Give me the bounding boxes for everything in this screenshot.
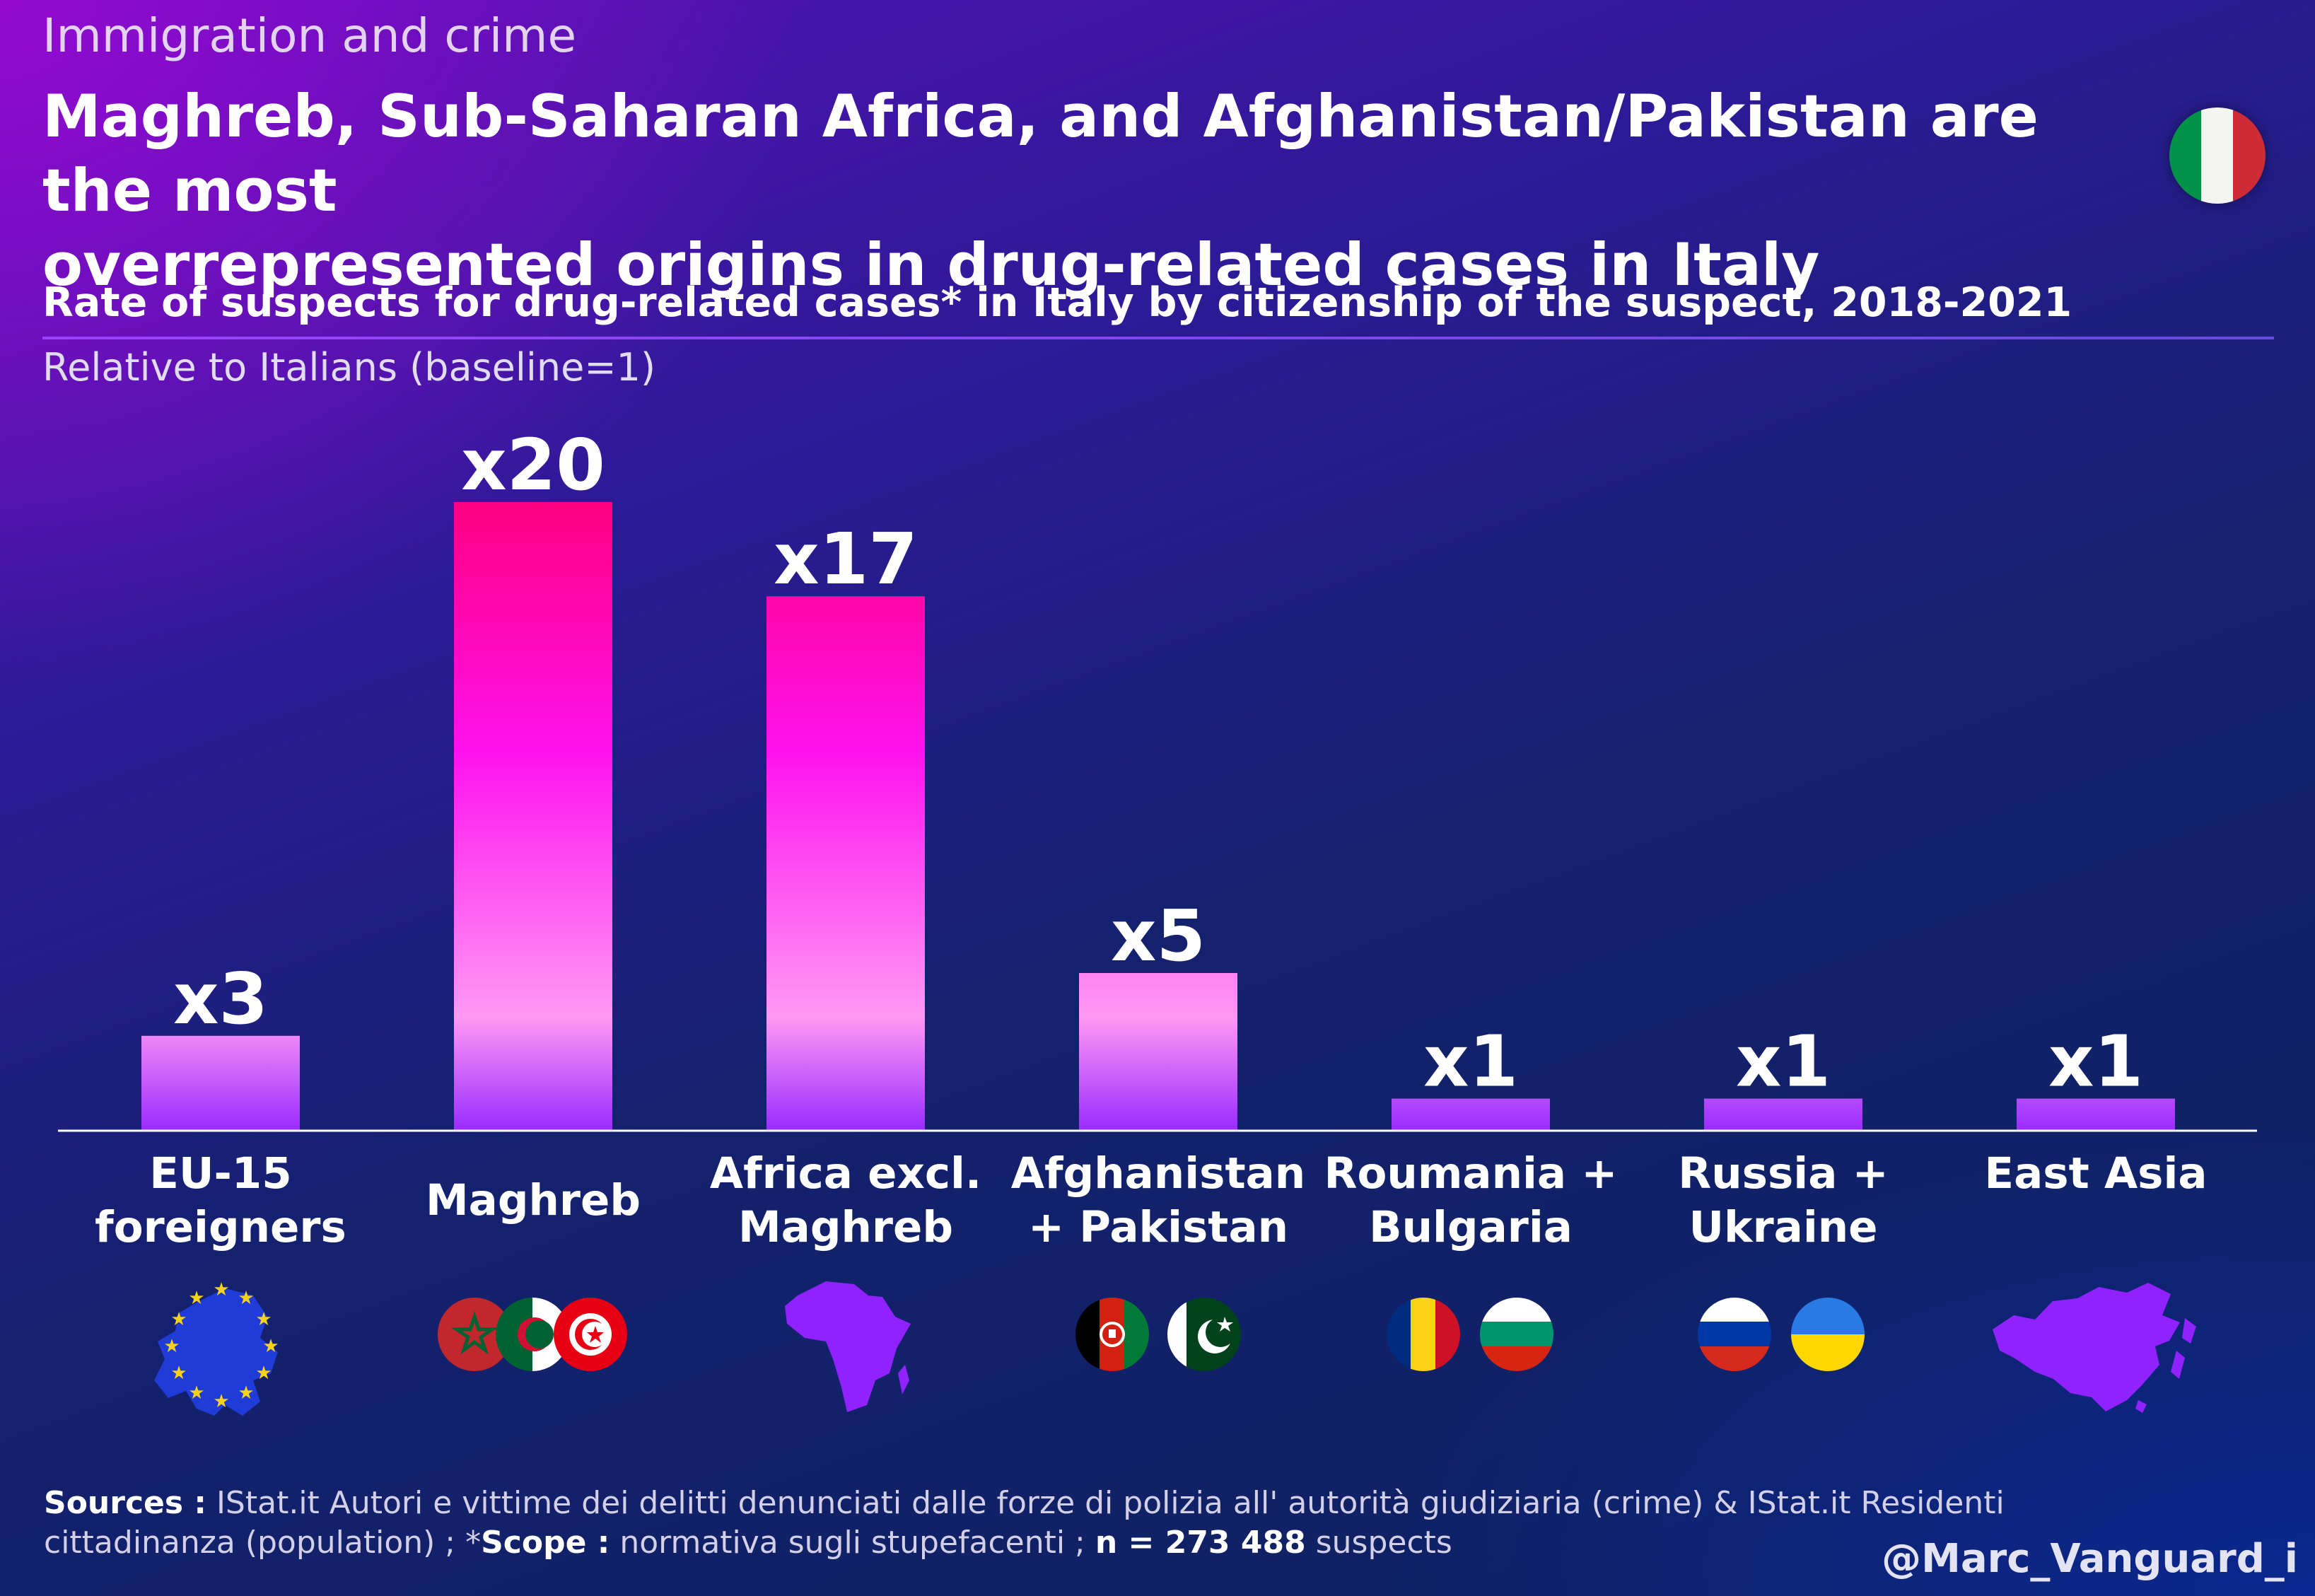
category-label: Afghanistan + Pakistan (1010, 1148, 1306, 1252)
svg-text:★: ★ (213, 1391, 229, 1412)
headline-line-2: overrepresented origins in drug-related … (42, 231, 1820, 299)
y-unit-label: Relative to Italians (baseline=1) (42, 345, 656, 390)
tunisia-flag-icon (553, 1297, 628, 1375)
category-label: Africa excl. Maghreb (709, 1148, 982, 1252)
category-label: East Asia (1984, 1148, 2208, 1199)
bar-value-label: x1 (1736, 1020, 1831, 1103)
afghanistan-flag-icon (1075, 1297, 1150, 1375)
svg-text:★: ★ (170, 1309, 187, 1330)
subtitle-rule (42, 337, 2274, 339)
bar (766, 596, 925, 1130)
ukraine-flag-icon (1790, 1297, 1865, 1375)
bulgaria-flag-icon (1479, 1297, 1554, 1375)
svg-text:★: ★ (255, 1309, 272, 1330)
sample-size: n = 273 488 (1095, 1525, 1306, 1561)
headline-line-1: Maghreb, Sub-Saharan Africa, and Afghani… (42, 82, 2039, 225)
romania-flag-icon (1386, 1297, 1461, 1375)
bar-value-label: x3 (173, 957, 268, 1040)
bar-value-label: x20 (461, 424, 605, 506)
bar (454, 502, 612, 1130)
author-handle: @Marc_Vanguard_i (1882, 1536, 2298, 1582)
bar-value-label: x17 (774, 518, 918, 600)
bar-value-label: x5 (1111, 895, 1206, 977)
chart-subtitle: Rate of suspects for drug-related cases*… (42, 279, 2072, 326)
sample-size-suffix: suspects (1305, 1525, 1452, 1561)
svg-text:★: ★ (255, 1363, 272, 1384)
russia-flag-icon (1697, 1297, 1772, 1375)
svg-text:★: ★ (238, 1382, 254, 1404)
headline: Maghreb, Sub-Saharan Africa, and Afghani… (42, 79, 2135, 302)
eu-map-icon: ★ ★ ★ ★ ★ ★ ★ ★ ★ ★ ★ ★ (147, 1274, 296, 1426)
category-label: Maghreb (425, 1175, 641, 1225)
scope-text: normativa sugli stupefacenti ; (610, 1525, 1095, 1561)
bar (1079, 973, 1237, 1130)
bar-value-label: x1 (2048, 1020, 2143, 1103)
sources-text: IStat.it Autori e vittime dei delitti de… (44, 1485, 2005, 1561)
category-label: EU-15 foreigners (95, 1148, 346, 1252)
africa-map-icon (776, 1274, 918, 1419)
bar-value-label: x1 (1423, 1020, 1518, 1103)
east-asia-map-icon (1985, 1273, 2205, 1417)
svg-text:★: ★ (262, 1336, 279, 1357)
scope-label: Scope : (481, 1525, 610, 1561)
svg-text:★: ★ (188, 1382, 204, 1404)
bar (141, 1035, 300, 1130)
sources-label: Sources : (44, 1485, 206, 1521)
svg-text:★: ★ (213, 1279, 229, 1300)
svg-text:★: ★ (188, 1288, 204, 1309)
sources-footnote: Sources : IStat.it Autori e vittime dei … (44, 1484, 2165, 1563)
bar (1704, 1098, 1862, 1130)
svg-text:★: ★ (170, 1363, 187, 1384)
category-label: Russia + Ukraine (1678, 1148, 1889, 1252)
morocco-flag-icon (437, 1297, 512, 1375)
bar (1392, 1098, 1550, 1130)
category-label: Roumania + Bulgaria (1324, 1148, 1618, 1252)
svg-text:★: ★ (163, 1336, 180, 1357)
svg-text:★: ★ (238, 1288, 254, 1309)
kicker: Immigration and crime (42, 8, 577, 63)
bar (2017, 1098, 2175, 1130)
pakistan-flag-icon (1167, 1297, 1242, 1375)
